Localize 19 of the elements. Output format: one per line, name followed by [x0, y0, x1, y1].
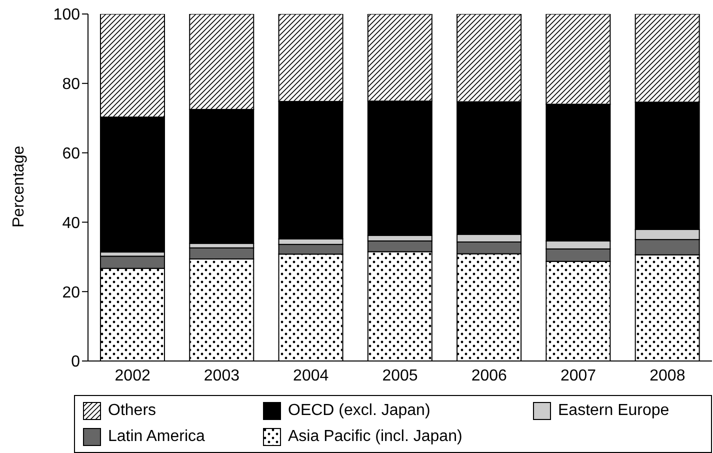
legend-label: Latin America [108, 428, 205, 446]
legend-label: Eastern Europe [558, 402, 670, 420]
x-tick-label: 2003 [204, 367, 240, 384]
y-tick-label: 60 [62, 145, 80, 162]
y-tick-label: 80 [62, 76, 80, 94]
x-tick-label: 2007 [560, 367, 596, 384]
x-tick-label: 2005 [382, 367, 418, 384]
y-tick-label: 20 [62, 284, 80, 302]
y-axis-title: Percentage [10, 146, 28, 228]
y-tick-label: 0 [71, 354, 80, 371]
legend-label: Asia Pacific (incl. Japan) [288, 428, 462, 446]
x-tick-label: 2004 [293, 367, 329, 384]
x-tick-label: 2002 [114, 367, 150, 384]
x-tick-label: 2006 [471, 367, 508, 384]
x-tick-label: 2008 [650, 367, 686, 384]
legend-label: Others [108, 402, 156, 420]
y-tick-label: 40 [62, 214, 80, 232]
y-tick-label: 100 [53, 6, 80, 24]
legend-label: OECD (excl. Japan) [288, 402, 430, 420]
